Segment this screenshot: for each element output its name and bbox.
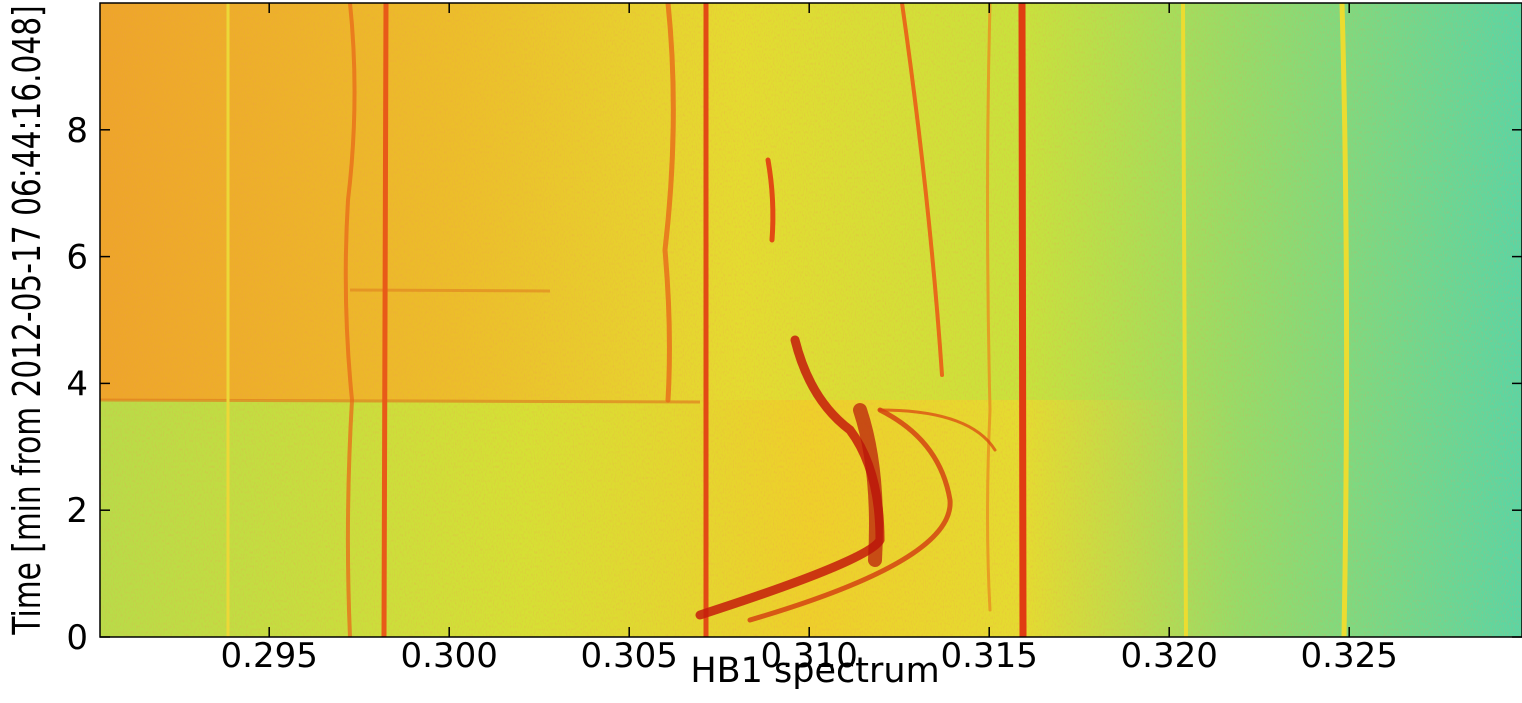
y-axis-label: Time [min from 2012-05-17 06:44:16.048] [5,5,50,635]
x-tick-label: 0.325 [1301,636,1398,676]
x-tick-label: 0.320 [1121,636,1218,676]
y-tick-label: 8 [66,111,88,151]
x-tick-label: 0.305 [581,636,678,676]
x-tick-label: 0.310 [761,636,858,676]
y-tick-label: 0 [66,618,88,658]
x-axis-label: HB1 spectrum [690,651,939,691]
spectrogram-image [100,3,1522,637]
x-tick-label: 0.315 [941,636,1038,676]
y-tick-label: 6 [66,238,88,278]
plot-frame [99,2,1522,638]
x-tick-label: 0.295 [221,636,318,676]
x-tick-label: 0.300 [401,636,498,676]
y-tick-label: 2 [66,491,88,531]
y-tick-label: 4 [66,364,88,404]
